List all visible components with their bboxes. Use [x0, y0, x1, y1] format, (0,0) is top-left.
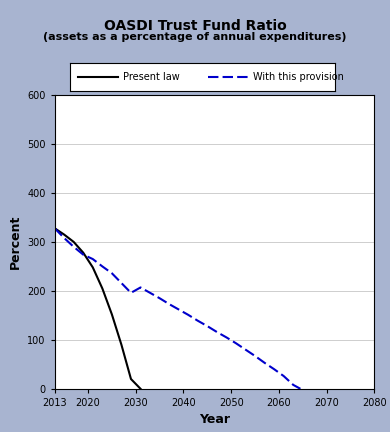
Text: OASDI Trust Fund Ratio: OASDI Trust Fund Ratio	[104, 19, 286, 33]
Text: (assets as a percentage of annual expenditures): (assets as a percentage of annual expend…	[43, 32, 347, 42]
Text: Present law: Present law	[123, 72, 180, 82]
X-axis label: Year: Year	[199, 413, 230, 426]
Text: With this provision: With this provision	[253, 72, 344, 82]
Y-axis label: Percent: Percent	[9, 215, 21, 269]
